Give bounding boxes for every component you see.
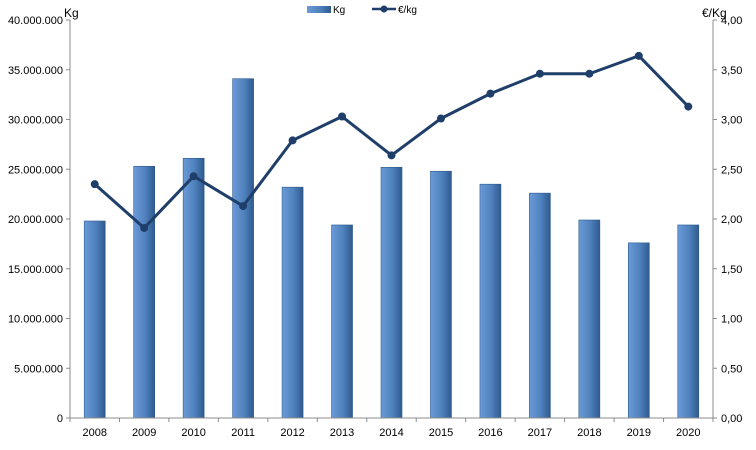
y2-tick-label: 1,50 bbox=[721, 264, 742, 276]
y-axis-title: Kg bbox=[64, 6, 79, 20]
bar-kg-2012 bbox=[281, 186, 304, 419]
bar-kg-2014 bbox=[380, 166, 403, 419]
y2-tick-label: 3,50 bbox=[721, 65, 742, 77]
x-tick-label: 2012 bbox=[280, 427, 304, 439]
y2-tick-label: 2,50 bbox=[721, 164, 742, 176]
point-eur-kg-2010 bbox=[189, 172, 198, 181]
y-tick-label: 5.000.000 bbox=[14, 363, 63, 375]
y2-axis: 0,00 0,50 1,00 1,50 2,00 2,50 3,00 3,50 4,00 bbox=[713, 15, 742, 425]
y2-tick-label: 1,00 bbox=[721, 314, 742, 326]
bar-kg-2008 bbox=[83, 220, 106, 419]
legend: Kg €/kg bbox=[307, 5, 417, 16]
y-tick-label: 30.000.000 bbox=[8, 115, 63, 127]
y2-axis-title: €/Kg bbox=[702, 6, 727, 20]
bar-kg-2019 bbox=[628, 242, 650, 419]
point-eur-kg-2008 bbox=[90, 180, 99, 189]
bar-series bbox=[83, 78, 700, 419]
y-tick-label: 15.000.000 bbox=[8, 264, 63, 276]
y-tick-label: 10.000.000 bbox=[8, 314, 63, 326]
bar-kg-2015 bbox=[430, 170, 452, 419]
legend-label-eur-kg: €/kg bbox=[398, 5, 417, 16]
x-tick-label: 2014 bbox=[379, 427, 403, 439]
x-tick-label: 2019 bbox=[627, 427, 651, 439]
x-tick-label: 2010 bbox=[181, 427, 205, 439]
point-eur-kg-2013 bbox=[338, 112, 347, 121]
x-tick-label: 2008 bbox=[82, 427, 106, 439]
bar-kg-2016 bbox=[479, 183, 502, 419]
line-series bbox=[90, 51, 693, 232]
point-eur-kg-2019 bbox=[634, 51, 643, 60]
point-eur-kg-2020 bbox=[684, 102, 693, 111]
x-tick-label: 2015 bbox=[429, 427, 453, 439]
y-tick-label: 20.000.000 bbox=[8, 214, 63, 226]
y-axis: 0 5.000.000 10.000.000 15.000.000 20.000.000… bbox=[8, 15, 70, 425]
bar-kg-2013 bbox=[331, 224, 353, 419]
x-tick-label: 2009 bbox=[132, 427, 156, 439]
y-tick-label: 35.000.000 bbox=[8, 65, 63, 77]
y2-tick-label: 4,00 bbox=[721, 15, 742, 27]
y2-tick-label: 0,00 bbox=[721, 413, 742, 425]
x-tick-label: 2020 bbox=[676, 427, 700, 439]
x-tick-label: 2017 bbox=[528, 427, 552, 439]
point-eur-kg-2015 bbox=[436, 114, 445, 123]
legend-swatch-eur-kg-marker bbox=[380, 5, 388, 13]
point-eur-kg-2018 bbox=[585, 69, 594, 78]
bar-kg-2020 bbox=[677, 224, 700, 419]
bar-kg-2018 bbox=[578, 219, 601, 419]
legend-swatch-kg bbox=[307, 6, 331, 13]
point-eur-kg-2016 bbox=[486, 89, 495, 98]
y2-tick-label: 0,50 bbox=[721, 363, 742, 375]
x-tick-label: 2016 bbox=[478, 427, 502, 439]
point-eur-kg-2017 bbox=[535, 69, 544, 78]
y2-tick-label: 3,00 bbox=[721, 115, 742, 127]
x-tick-label: 2018 bbox=[577, 427, 601, 439]
x-tick-label: 2013 bbox=[330, 427, 354, 439]
y2-tick-label: 2,00 bbox=[721, 214, 742, 226]
point-eur-kg-2014 bbox=[387, 151, 396, 160]
point-eur-kg-2011 bbox=[239, 202, 248, 211]
y-tick-label: 0 bbox=[57, 413, 63, 425]
x-axis: 2008 2009 2010 2011 2012 2013 2014 2015 2016 2017… bbox=[69, 418, 714, 439]
y-tick-label: 40.000.000 bbox=[8, 15, 63, 27]
y-tick-label: 25.000.000 bbox=[8, 164, 63, 176]
bar-kg-2017 bbox=[529, 192, 551, 419]
point-eur-kg-2009 bbox=[140, 223, 149, 232]
x-tick-label: 2011 bbox=[231, 427, 255, 439]
legend-label-kg: Kg bbox=[333, 5, 345, 16]
bar-kg-2010 bbox=[182, 158, 205, 419]
point-eur-kg-2012 bbox=[288, 136, 297, 145]
bar-kg-2009 bbox=[133, 165, 155, 419]
bar-kg-2011 bbox=[232, 78, 254, 419]
